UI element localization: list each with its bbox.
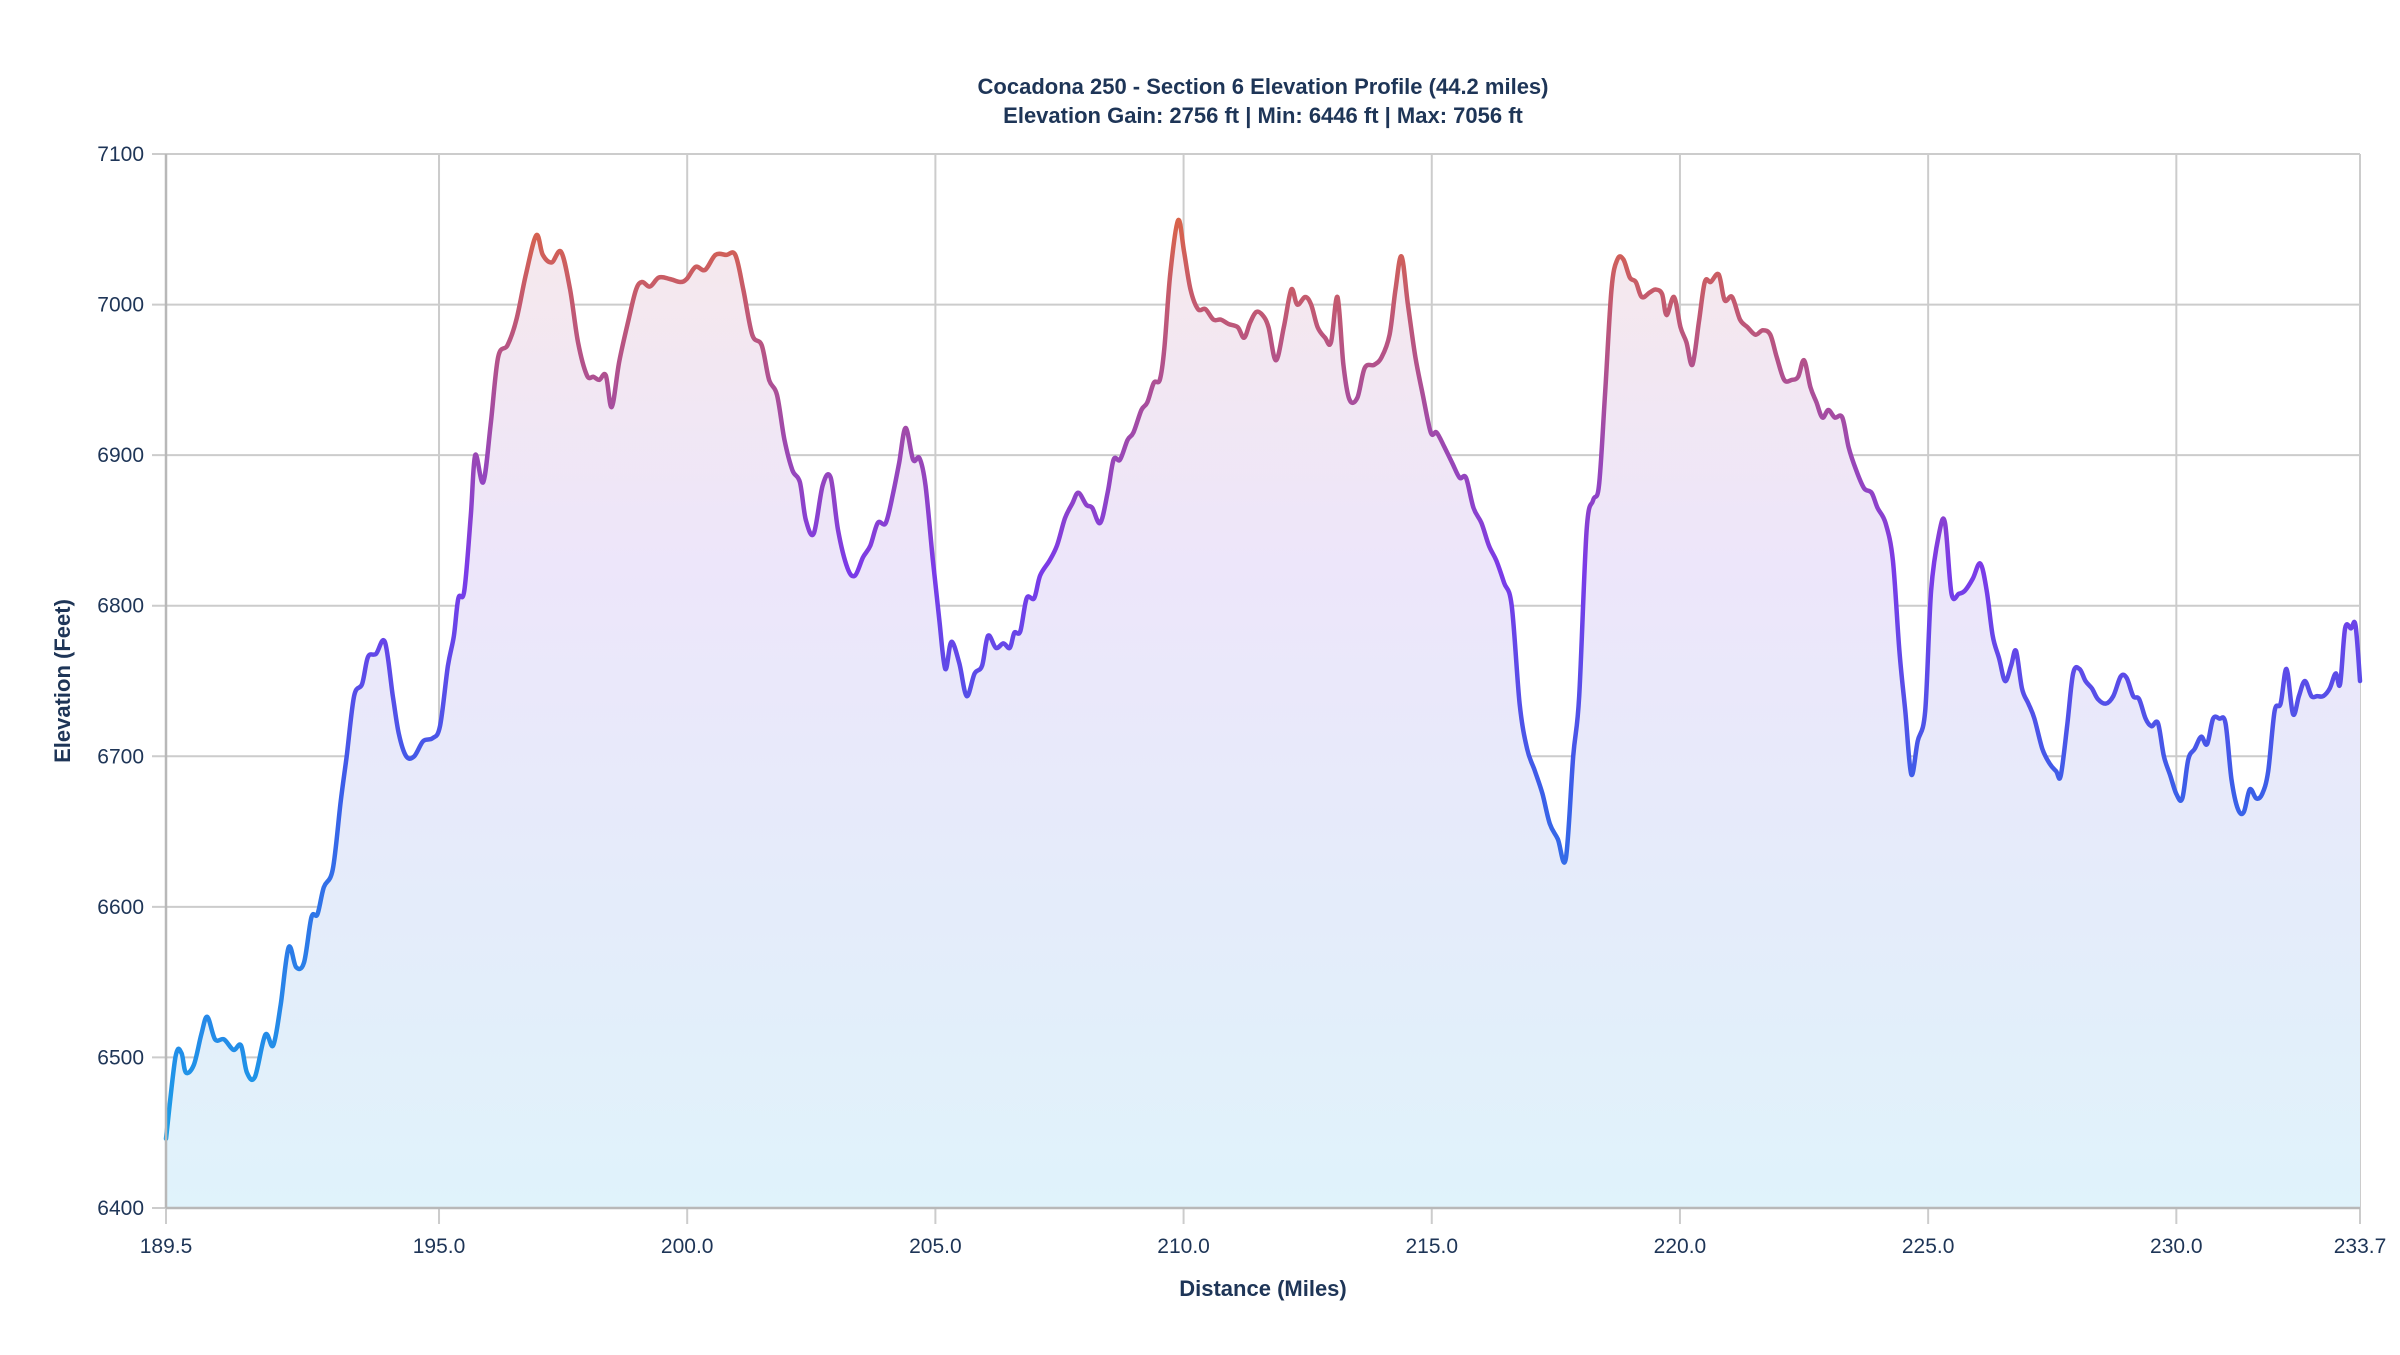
y-tick-label: 6400	[97, 1197, 144, 1220]
x-tick-label: 189.5	[140, 1235, 193, 1258]
y-tick-label: 7100	[97, 143, 144, 166]
chart-title: Cocadona 250 - Section 6 Elevation Profi…	[978, 74, 1549, 99]
x-tick-label: 233.7	[2334, 1235, 2387, 1258]
y-tick-label: 6600	[97, 896, 144, 919]
y-tick-label: 7000	[97, 294, 144, 317]
y-axis-title: Elevation (Feet)	[50, 599, 75, 763]
x-axis-title: Distance (Miles)	[1179, 1276, 1347, 1301]
x-tick-label: 195.0	[413, 1235, 466, 1258]
y-tick-label: 6900	[97, 444, 144, 467]
elevation-area	[166, 219, 2360, 1208]
x-tick-label: 200.0	[661, 1235, 714, 1258]
x-tick-label: 215.0	[1405, 1235, 1458, 1258]
x-tick-label: 230.0	[2150, 1235, 2203, 1258]
axes: 6400 6500 6600 6700 6800 6900 7000 7100 189.5 195…	[97, 143, 2386, 1258]
x-tick-label: 210.0	[1157, 1235, 1210, 1258]
chart-subtitle: Elevation Gain: 2756 ft | Min: 6446 ft |…	[1003, 103, 1523, 128]
y-tick-label: 6700	[97, 745, 144, 768]
y-tick-label: 6500	[97, 1046, 144, 1069]
y-tick-label: 6800	[97, 595, 144, 618]
x-tick-label: 205.0	[909, 1235, 962, 1258]
x-tick-label: 220.0	[1654, 1235, 1707, 1258]
x-tick-label: 225.0	[1902, 1235, 1955, 1258]
elevation-line	[163, 217, 2363, 1141]
